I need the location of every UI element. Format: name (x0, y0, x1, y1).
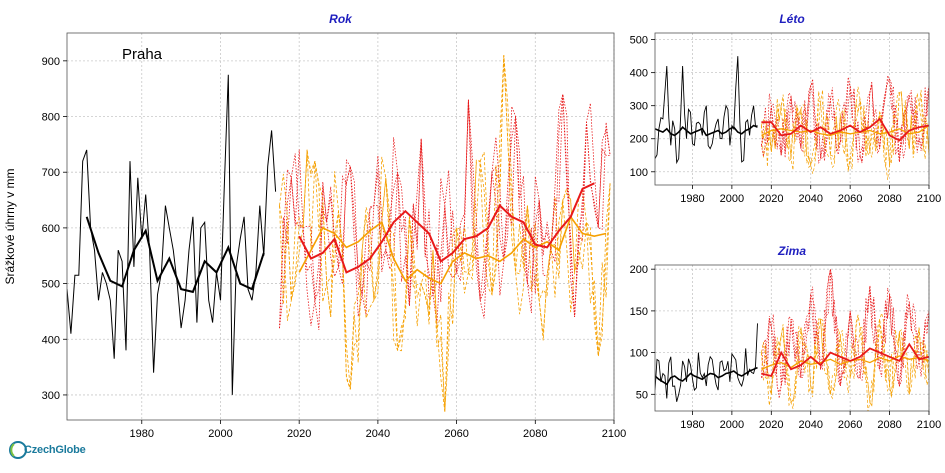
y-tick-label: 300 (630, 101, 648, 113)
y-tick-label: 600 (42, 223, 60, 235)
x-tick-label: 2100 (917, 193, 941, 205)
orange-annual-line (279, 55, 611, 412)
orange-smoothed-line (761, 124, 929, 137)
x-tick-label: 2060 (838, 419, 862, 431)
x-tick-label: 2040 (366, 428, 390, 440)
panel-title: Zima (777, 244, 806, 258)
x-tick-label: 2020 (287, 428, 311, 440)
orange-smoothed-line (298, 215, 607, 285)
orange-annual-line (761, 91, 929, 174)
x-tick-label: 2040 (798, 193, 822, 205)
orange-annual-line (761, 86, 929, 170)
red-smoothed-line (298, 182, 595, 274)
red-smoothed-line (761, 117, 929, 142)
globe-icon (9, 441, 27, 459)
y-tick-label: 100 (630, 348, 648, 360)
red-annual-line (761, 269, 929, 394)
x-tick-label: 2060 (838, 193, 862, 205)
x-tick-label: 2080 (877, 419, 901, 431)
plot-frame (654, 264, 930, 412)
x-tick-label: 1980 (130, 428, 154, 440)
y-tick-label: 500 (42, 279, 60, 291)
y-tick-label: 700 (42, 167, 60, 179)
x-tick-label: 2020 (759, 193, 783, 205)
observed-annual-line (67, 74, 277, 395)
y-tick-label: 900 (42, 56, 60, 68)
observed-smoothed-line (85, 216, 265, 294)
station-label: Praha (122, 46, 163, 63)
y-axis-title: Srážkové úhrny v mm (3, 168, 17, 284)
x-tick-label: 2000 (720, 419, 744, 431)
x-tick-label: 2000 (720, 193, 744, 205)
red-smoothed-line (761, 342, 929, 378)
logo-text: CzechGlobe (24, 444, 86, 456)
x-tick-label: 2080 (877, 193, 901, 205)
orange-annual-line (761, 89, 929, 180)
observed-annual-line (655, 323, 758, 402)
y-tick-label: 800 (42, 112, 60, 124)
y-tick-label: 200 (630, 264, 648, 276)
observed-smoothed-line (655, 124, 758, 137)
x-tick-label: 2100 (602, 428, 626, 440)
panel-title: Léto (779, 12, 804, 26)
y-tick-label: 400 (630, 68, 648, 80)
red-annual-line (761, 78, 929, 164)
y-tick-label: 150 (630, 306, 648, 318)
y-tick-label: 100 (630, 167, 648, 179)
x-tick-label: 2000 (208, 428, 232, 440)
x-tick-label: 2060 (444, 428, 468, 440)
orange-annual-line (279, 55, 611, 412)
czechglobe-logo: CzechGlobe (8, 436, 88, 464)
y-tick-label: 200 (630, 134, 648, 146)
plot-frame (654, 32, 930, 186)
y-tick-label: 400 (42, 334, 60, 346)
orange-annual-line (761, 311, 929, 407)
y-tick-label: 500 (630, 35, 648, 47)
red-annual-line (279, 94, 611, 329)
red-annual-line (761, 269, 929, 387)
x-tick-label: 2100 (917, 419, 941, 431)
x-tick-label: 1980 (680, 193, 704, 205)
x-tick-label: 2020 (759, 419, 783, 431)
orange-annual-line (761, 315, 929, 409)
orange-annual-line (279, 55, 611, 412)
x-tick-label: 1980 (680, 419, 704, 431)
y-tick-label: 300 (42, 390, 60, 402)
x-tick-label: 2080 (523, 428, 547, 440)
observed-annual-line (655, 56, 758, 165)
y-tick-label: 50 (636, 389, 648, 401)
observed-smoothed-line (655, 366, 758, 386)
x-tick-label: 2040 (798, 419, 822, 431)
panel-title: Rok (329, 12, 353, 26)
plot-frame (66, 32, 615, 421)
